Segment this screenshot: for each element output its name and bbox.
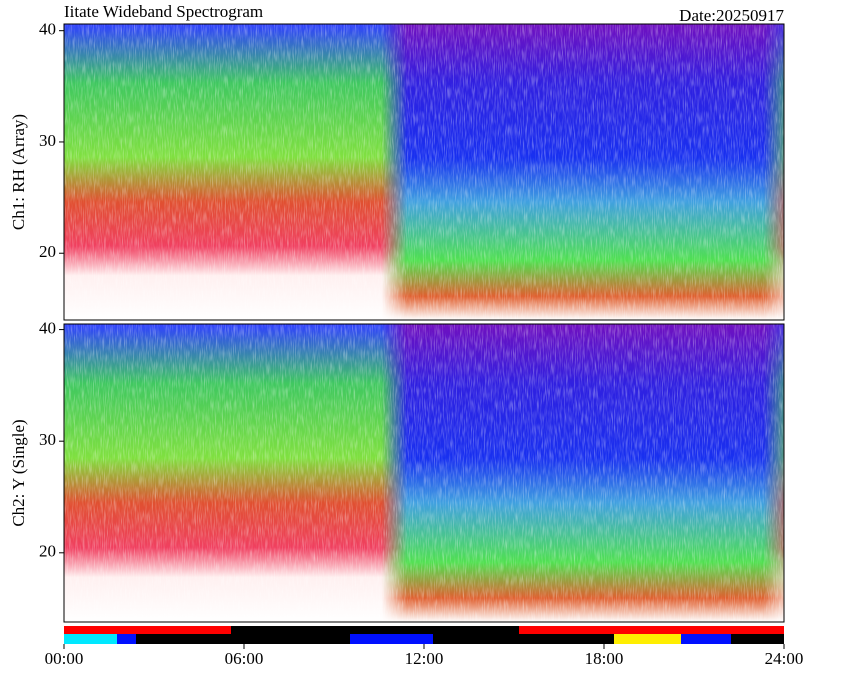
x-tick-label: 06:00: [225, 649, 264, 668]
plot-frame: [63, 323, 785, 623]
chart-date: Date:20250917: [679, 6, 784, 25]
y-tick-label: 30: [39, 131, 56, 150]
y-axis-label: Ch1: RH (Array): [9, 114, 28, 230]
panel-2-image: [64, 324, 784, 622]
y-tick-label: 40: [39, 20, 56, 39]
x-tick-label: 24:00: [765, 649, 804, 668]
x-tick-label: 18:00: [585, 649, 624, 668]
y-axis-label: Ch2: Y (Single): [9, 419, 28, 526]
plot-frame: [63, 23, 785, 321]
status-bar: [64, 626, 784, 644]
chart-title: Iitate Wideband Spectrogram: [64, 2, 263, 21]
x-tick-label: 12:00: [405, 649, 444, 668]
panel-1-image: [64, 24, 784, 320]
y-tick-label: 30: [39, 430, 56, 449]
y-tick-label: 20: [39, 542, 56, 561]
y-tick-label: 20: [39, 242, 56, 261]
x-tick-label: 00:00: [45, 649, 84, 668]
y-tick-label: 40: [39, 318, 56, 337]
